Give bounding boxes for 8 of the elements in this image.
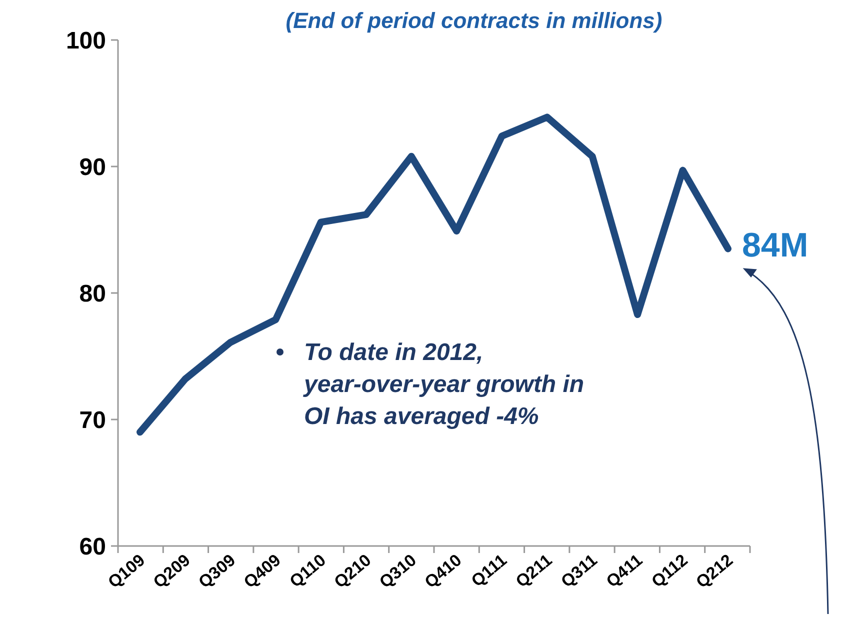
annotation: To date in 2012, year-over-year growth in OI has averaged -4%: [303, 339, 584, 430]
y-tick-label: 80: [79, 280, 106, 308]
y-tick-label: 90: [79, 154, 106, 181]
chart-title: (End of period contracts in millions): [286, 8, 662, 33]
y-tick-label: 60: [79, 533, 106, 560]
y-tick-label: 70: [79, 406, 106, 434]
y-tick-label: 100: [66, 27, 106, 54]
annotation: 84M: [742, 226, 808, 265]
